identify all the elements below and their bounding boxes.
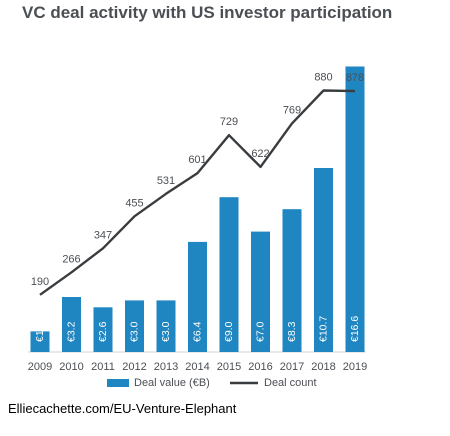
line-value-label-2019: 878 — [346, 72, 364, 84]
bar-value-label-2019: €16.6 — [349, 316, 361, 342]
bar-value-label-2014: €6.4 — [192, 321, 204, 342]
x-tick-label-2017: 2017 — [280, 361, 304, 373]
bar-2016 — [251, 231, 270, 352]
bar-value-label-2018: €10.7 — [318, 316, 330, 342]
bar-value-label-2015: €9.0 — [223, 321, 235, 342]
line-value-label-2015: 729 — [220, 116, 238, 128]
line-value-label-2017: 769 — [283, 104, 301, 116]
x-tick-label-2009: 2009 — [28, 361, 52, 373]
x-tick-label-2018: 2018 — [311, 361, 335, 373]
bar-2019 — [345, 66, 365, 352]
bar-2012 — [125, 300, 144, 352]
bar-value-label-2016: €7.0 — [255, 321, 267, 342]
legend-label-deal-value-b: Deal value (€B) — [134, 377, 210, 389]
bar-2010 — [62, 297, 81, 352]
bar-2015 — [219, 197, 239, 352]
line-value-label-2009: 190 — [31, 276, 49, 288]
bar-value-label-2010: €3.2 — [66, 321, 78, 342]
legend-swatch-deal-value-b — [107, 379, 129, 387]
x-tick-label-2019: 2019 — [343, 361, 367, 373]
line-value-label-2014: 601 — [188, 154, 206, 166]
bar-2013 — [156, 300, 176, 352]
line-value-label-2011: 347 — [94, 229, 112, 241]
bar-value-label-2017: €8.3 — [286, 321, 298, 342]
x-tick-label-2010: 2010 — [59, 361, 83, 373]
bar-2011 — [93, 307, 113, 352]
line-value-label-2016: 622 — [251, 148, 269, 160]
x-tick-label-2011: 2011 — [91, 361, 115, 373]
x-tick-label-2013: 2013 — [154, 361, 178, 373]
source-caption: Elliecachette.com/EU-Venture-Elephant — [8, 401, 237, 416]
bar-value-label-2009: €1.2 — [34, 321, 46, 342]
x-tick-label-2012: 2012 — [122, 361, 146, 373]
line-value-label-2010: 266 — [62, 253, 80, 265]
x-tick-label-2014: 2014 — [185, 361, 209, 373]
deal-count-line — [39, 89, 356, 296]
line-value-label-2018: 880 — [314, 72, 332, 84]
bar-2014 — [188, 241, 207, 352]
x-tick-label-2016: 2016 — [248, 361, 272, 373]
bar-value-label-2013: €3.0 — [160, 321, 172, 342]
x-tick-label-2015: 2015 — [217, 361, 241, 373]
bar-value-label-2011: €2.6 — [97, 321, 109, 342]
legend: Deal value (€B) Deal count — [107, 377, 317, 389]
line-value-label-2013: 531 — [157, 175, 175, 187]
legend-label-deal-count: Deal count — [264, 377, 317, 389]
bar-value-label-2012: €3.0 — [129, 321, 141, 342]
bar-2017 — [282, 209, 302, 352]
bar-2009 — [30, 331, 50, 352]
bar-2018 — [314, 168, 333, 352]
line-value-label-2012: 455 — [125, 197, 143, 209]
chart-title: VC deal activity with US investor partic… — [22, 3, 393, 22]
